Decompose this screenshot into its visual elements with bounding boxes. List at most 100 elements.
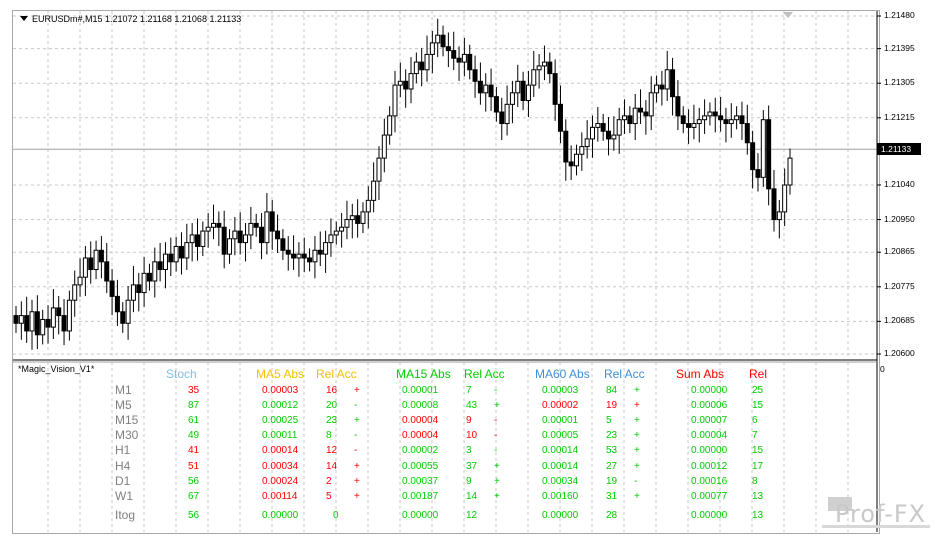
- candle-body: [734, 115, 740, 121]
- table-cell: 35: [188, 385, 200, 396]
- table-cell: 9: [466, 415, 472, 427]
- table-cell: 0.00014: [542, 445, 579, 457]
- table-cell: 0.00016: [691, 475, 728, 487]
- candle-body: [56, 307, 62, 317]
- price-tick-label: 1.21480: [884, 10, 915, 20]
- table-cell: -: [494, 415, 498, 427]
- table-cell: 5: [326, 490, 332, 502]
- chart-title-text: EURUSDm#,M15 1.21072 1.21168 1.21068 1.2…: [32, 14, 242, 24]
- candle-body: [323, 242, 329, 255]
- total-cell: 56: [188, 510, 200, 521]
- dropdown-triangle-icon[interactable]: [20, 16, 28, 21]
- candle-body: [739, 115, 745, 125]
- column-header: MA60 Abs: [535, 367, 590, 381]
- table-cell: 0.00005: [542, 430, 579, 442]
- candle-body: [536, 65, 542, 71]
- indicator-scale-label: 0: [880, 364, 885, 374]
- timeframe-label: D1: [115, 473, 131, 488]
- candle-body: [130, 284, 136, 301]
- candle-body: [467, 53, 473, 71]
- candle-body: [563, 130, 569, 163]
- candle-body: [787, 157, 793, 186]
- candle-body: [61, 315, 67, 332]
- total-cell: 0: [333, 510, 339, 521]
- table-cell: 0.00011: [262, 430, 298, 442]
- candle-body: [125, 299, 131, 324]
- table-cell: 0.00034: [542, 475, 579, 487]
- table-cell: +: [634, 400, 640, 412]
- table-cell: 0.00114: [262, 490, 298, 502]
- table-cell: 14: [326, 460, 338, 472]
- price-tick-label: 1.21215: [884, 111, 915, 122]
- table-cell: 17: [752, 460, 764, 472]
- candle-body: [504, 103, 510, 125]
- table-cell: 0.00160: [542, 490, 579, 502]
- table-cell: 43: [466, 400, 478, 412]
- candle-body: [88, 257, 94, 270]
- candle-body: [643, 111, 649, 117]
- column-header: Rel: [749, 367, 768, 381]
- candle-body: [760, 119, 766, 178]
- candle-body: [638, 107, 644, 113]
- candle-body: [82, 257, 88, 278]
- table-cell: 53: [606, 445, 618, 457]
- table-cell: 49: [188, 430, 200, 442]
- candle-body: [611, 134, 617, 140]
- candle-body: [216, 222, 222, 228]
- column-header: MA15 Abs: [396, 367, 451, 381]
- column-header: Sum Abs: [676, 367, 725, 381]
- timeframe-label: H4: [115, 458, 131, 473]
- candle-body: [157, 261, 163, 270]
- table-cell: -: [354, 400, 358, 412]
- table-cell: 67: [188, 490, 200, 502]
- candle-body: [686, 123, 692, 128]
- shift-marker-icon: [783, 12, 793, 18]
- price-tick-label: 1.20950: [884, 213, 915, 224]
- candle-body: [109, 280, 115, 297]
- candle-body: [622, 115, 628, 121]
- candle-body: [675, 96, 681, 117]
- candle-body: [771, 188, 777, 221]
- table-cell: 7: [752, 430, 758, 442]
- column-header: Rel Acc: [604, 367, 645, 381]
- table-cell: 23: [606, 430, 618, 442]
- table-cell: 0.00000: [691, 385, 728, 396]
- candle-body: [541, 61, 547, 67]
- price-tick-label: 1.21040: [884, 179, 915, 189]
- candle-body: [579, 146, 585, 155]
- table-cell: 87: [188, 400, 200, 412]
- candle-body: [461, 53, 467, 63]
- timeframe-label: M30: [115, 428, 139, 443]
- candle-body: [141, 272, 147, 294]
- table-cell: 20: [326, 400, 338, 412]
- table-cell: 8: [326, 430, 332, 442]
- candle-body: [328, 234, 334, 244]
- total-cell: 28: [606, 510, 618, 521]
- table-cell: +: [354, 475, 360, 487]
- column-header: Rel Acc: [464, 367, 505, 381]
- table-cell: 0.00077: [691, 490, 728, 502]
- candle-body: [152, 261, 158, 282]
- candle-body: [750, 142, 756, 171]
- table-cell: +: [354, 490, 360, 502]
- table-cell: 5: [606, 415, 612, 427]
- table-cell: 0.00001: [542, 415, 579, 427]
- candle-body: [707, 111, 713, 117]
- candle-body: [435, 34, 441, 44]
- table-cell: +: [494, 475, 500, 487]
- timeframe-label: M15: [115, 413, 139, 428]
- table-cell: +: [494, 460, 500, 472]
- candle-body: [568, 161, 574, 167]
- table-cell: 0.00000: [691, 445, 728, 457]
- table-cell: 8: [752, 475, 758, 487]
- candle-body: [664, 69, 670, 90]
- candle-body: [280, 238, 286, 251]
- candle-body: [146, 272, 152, 282]
- table-cell: +: [634, 430, 640, 442]
- candle-body: [525, 84, 531, 101]
- table-cell: 2: [326, 475, 332, 487]
- total-cell: 0.00000: [691, 510, 728, 521]
- current-price-label: 1.21133: [877, 143, 921, 156]
- candle-body: [627, 115, 633, 125]
